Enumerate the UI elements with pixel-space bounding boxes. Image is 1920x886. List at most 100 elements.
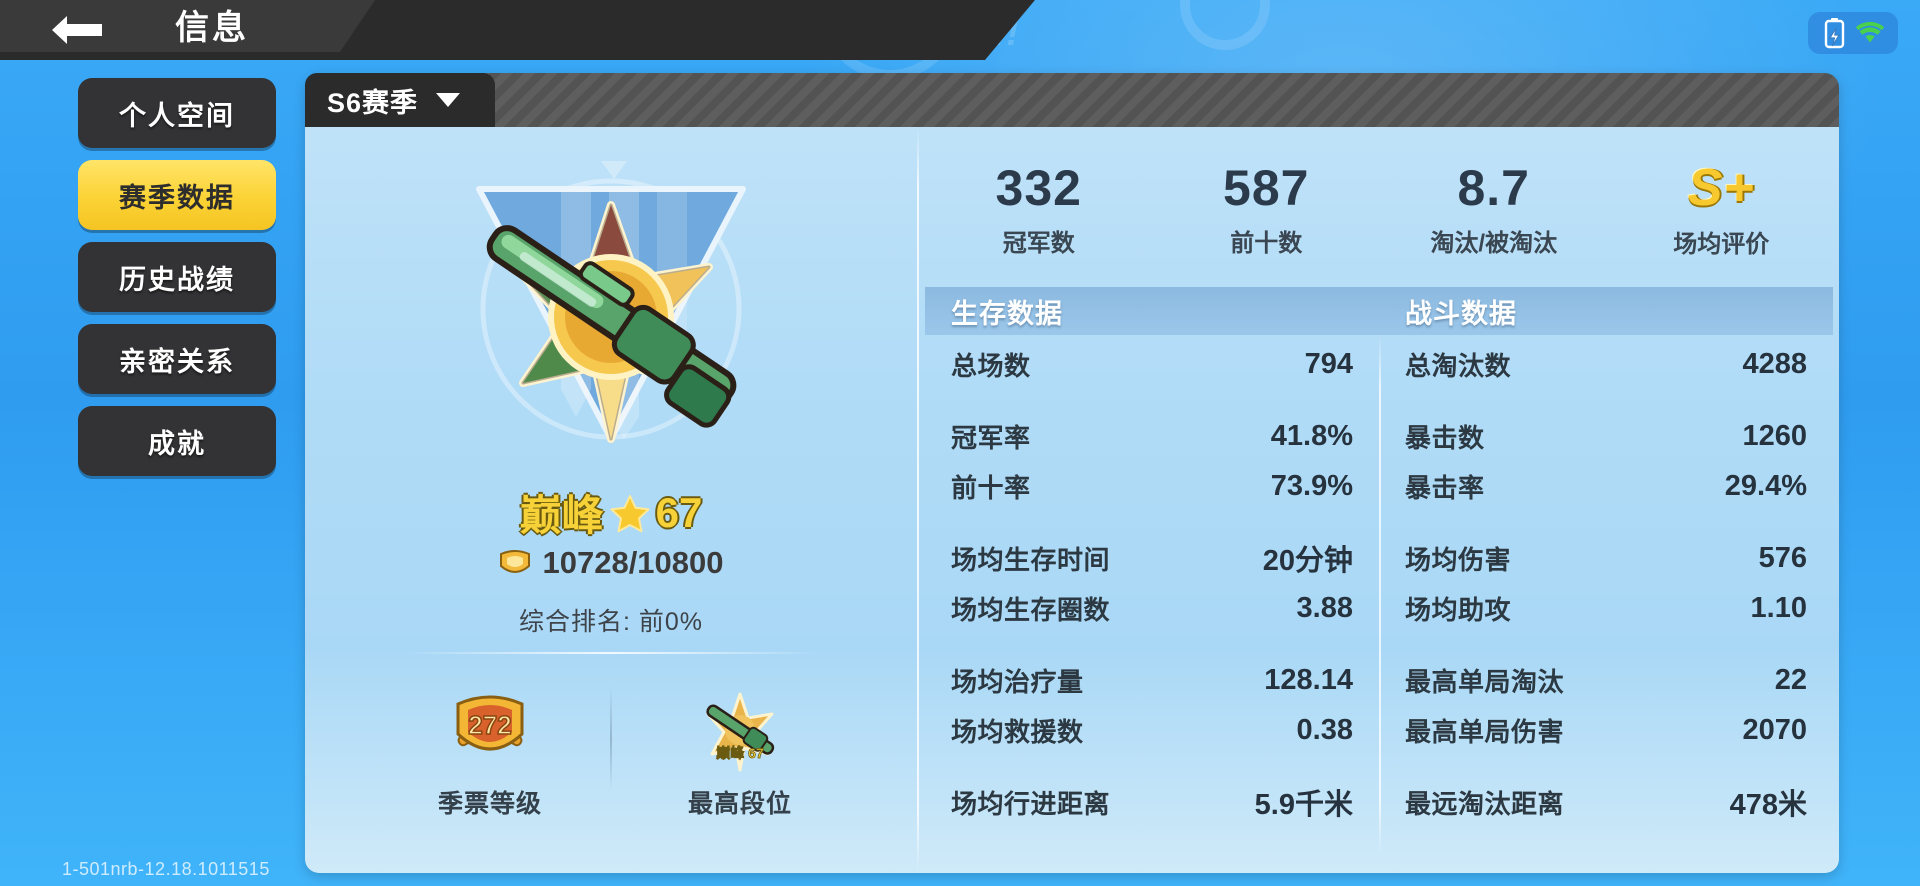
summary-stat-top10: 587 前十数 <box>1153 143 1381 273</box>
summary-rating-value: S+ <box>1687 158 1755 217</box>
sidebar-item-personal-space[interactable]: 个人空间 <box>78 78 276 148</box>
stat-value: 478米 <box>1729 789 1807 821</box>
stat-row: 场均救援数 0.38 <box>925 705 1379 755</box>
badge-highest-rank[interactable]: 巅峰 67 最高段位 <box>615 682 865 820</box>
stat-value: 29.4% <box>1724 469 1807 502</box>
stat-name: 场均生存时间 <box>951 544 1111 575</box>
sidebar-item-label: 个人空间 <box>119 100 235 131</box>
points-medal-icon <box>500 550 531 573</box>
stat-value: 5.9千米 <box>1254 789 1353 821</box>
profile-badges: 272 季票等级 巅峰 67 <box>365 682 865 842</box>
season-tab-label: S6赛季 <box>327 87 419 118</box>
stat-value: 794 <box>1304 347 1353 380</box>
combat-stats-table: 战斗数据 总淘汰数 4288 暴击数 1260 暴击率 29.4% <box>1379 287 1833 867</box>
stat-name: 最远淘汰距离 <box>1405 788 1565 819</box>
summary-value: 8.7 <box>1457 159 1530 216</box>
profile-column: 巅峰 67 10728/10800 综合排名: 前0% <box>305 127 917 873</box>
stat-row: 总场数 794 <box>925 339 1379 389</box>
stat-row: 最高单局淘汰 22 <box>1379 655 1833 705</box>
badges-separator <box>610 687 612 791</box>
top-bar: 信息 <box>0 0 1035 60</box>
panel-vertical-divider <box>917 127 919 873</box>
rank-emblem <box>441 139 781 479</box>
summary-stats-row: 332 冠军数 587 前十数 8.7 淘汰/被淘汰 S+ 场均评价 <box>925 143 1835 273</box>
back-button[interactable] <box>22 0 132 60</box>
rank-name: 巅峰 <box>519 492 604 539</box>
stat-value: 3.88 <box>1296 591 1353 624</box>
sidebar-item-label: 亲密关系 <box>119 346 235 377</box>
badge-label: 最高段位 <box>687 790 792 818</box>
stat-value: 0.38 <box>1296 713 1353 746</box>
stat-name: 前十率 <box>951 472 1031 503</box>
overall-ranking: 综合排名: 前0% <box>518 608 704 636</box>
stats-tables: 生存数据 总场数 794 冠军率 41.8% 前十率 73.9% <box>925 287 1833 867</box>
stat-row: 场均助攻 1.10 <box>1379 583 1833 633</box>
stat-value: 128.14 <box>1264 663 1353 696</box>
stat-row: 冠军率 41.8% <box>925 411 1379 461</box>
stat-name: 总场数 <box>951 350 1031 381</box>
season-selector[interactable]: S6赛季 <box>305 73 495 127</box>
summary-label: 前十数 <box>1230 229 1303 257</box>
build-watermark: 1-501nrb-12.18.1011515 <box>62 859 270 879</box>
stat-value: 576 <box>1758 541 1807 574</box>
rank-emblem-sniper-star-icon <box>476 161 746 443</box>
panel-header-stripes <box>305 73 1839 127</box>
stat-name: 暴击率 <box>1405 472 1485 503</box>
rank-points-value: 10728/10800 <box>542 545 724 580</box>
summary-value: 587 <box>1223 159 1310 216</box>
stat-row: 场均伤害 576 <box>1379 533 1833 583</box>
table-header: 战斗数据 <box>1379 287 1833 335</box>
badge-season-pass[interactable]: 272 季票等级 <box>365 682 615 820</box>
survival-stats-table: 生存数据 总场数 794 冠军率 41.8% 前十率 73.9% <box>925 287 1379 867</box>
stat-name: 场均救援数 <box>951 716 1084 747</box>
season-pass-medal-icon: 272 <box>444 682 536 774</box>
stat-value: 2070 <box>1742 713 1807 746</box>
sidebar-item-history[interactable]: 历史战绩 <box>78 242 276 312</box>
stat-name: 场均生存圈数 <box>951 594 1111 625</box>
stat-value: 1.10 <box>1750 591 1807 624</box>
stat-name: 场均治疗量 <box>951 666 1084 697</box>
stat-row: 最高单局伤害 2070 <box>1379 705 1833 755</box>
rank-level: 67 <box>655 488 703 536</box>
sidebar-item-label: 历史战绩 <box>119 264 235 295</box>
sidebar-item-achievements[interactable]: 成就 <box>78 406 276 476</box>
star-icon <box>610 494 650 532</box>
stat-name: 场均伤害 <box>1405 544 1512 575</box>
summary-label: 场均评价 <box>1673 230 1770 258</box>
battery-charging-icon <box>1824 18 1844 49</box>
status-indicators <box>1808 12 1898 54</box>
stat-row: 总淘汰数 4288 <box>1379 339 1833 389</box>
stat-value: 1260 <box>1742 419 1807 452</box>
stat-row: 场均行进距离 5.9千米 <box>925 777 1379 827</box>
summary-value: 332 <box>995 159 1082 216</box>
stat-row: 暴击率 29.4% <box>1379 461 1833 511</box>
stat-row: 场均生存时间 20分钟 <box>925 533 1379 583</box>
stat-value: 4288 <box>1742 347 1807 380</box>
panel-body: 巅峰 67 10728/10800 综合排名: 前0% <box>305 127 1839 873</box>
chevron-down-icon <box>436 93 461 107</box>
sidebar-item-label: 赛季数据 <box>119 182 235 213</box>
stat-row: 场均生存圈数 3.88 <box>925 583 1379 633</box>
stat-value: 41.8% <box>1270 419 1353 452</box>
stat-row: 最远淘汰距离 478米 <box>1379 777 1833 827</box>
background-circle-decoration <box>1180 0 1270 50</box>
page-title: 信息 <box>175 9 249 47</box>
stat-name: 暴击数 <box>1405 422 1485 453</box>
sidebar-item-relationships[interactable]: 亲密关系 <box>78 324 276 394</box>
rank-points: 10728/10800 <box>305 545 917 581</box>
summary-stat-kd: 8.7 淘汰/被淘汰 <box>1380 143 1608 273</box>
profile-divider <box>401 652 821 654</box>
stat-name: 场均助攻 <box>1405 594 1512 625</box>
badge-label: 季票等级 <box>437 790 542 818</box>
stat-name: 冠军率 <box>951 422 1031 453</box>
stat-value: 73.9% <box>1270 469 1353 502</box>
highest-rank-emblem-icon: 巅峰 67 <box>694 682 786 774</box>
stat-value: 22 <box>1774 663 1807 696</box>
sidebar-item-season-data[interactable]: 赛季数据 <box>78 160 276 230</box>
sidebar-item-label: 成就 <box>148 428 206 459</box>
stat-name: 总淘汰数 <box>1405 350 1512 381</box>
svg-text:巅峰 67: 巅峰 67 <box>716 745 764 761</box>
stat-row: 暴击数 1260 <box>1379 411 1833 461</box>
summary-label: 冠军数 <box>1002 229 1075 257</box>
stat-row: 前十率 73.9% <box>925 461 1379 511</box>
